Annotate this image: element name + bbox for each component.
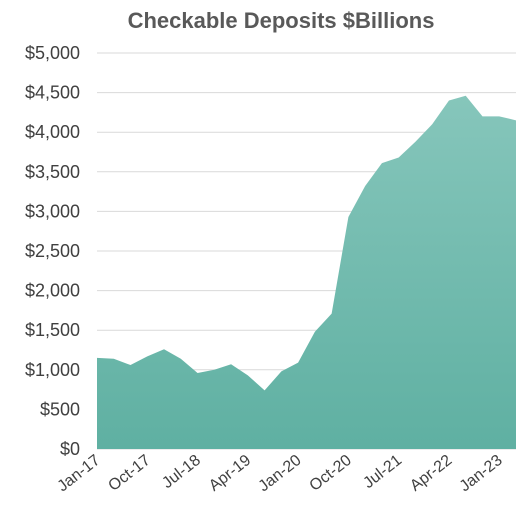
x-tick-label: Apr-22 (407, 452, 455, 495)
x-tick-label: Jul-18 (159, 452, 204, 492)
y-tick-label: $1,000 (25, 360, 80, 380)
x-tick-label: Oct-20 (307, 452, 355, 495)
y-tick-label: $4,500 (25, 83, 80, 103)
y-tick-label: $3,500 (25, 162, 80, 182)
x-tick-label: Jan-23 (457, 452, 506, 496)
chart-title: Checkable Deposits $Billions (128, 8, 435, 33)
x-axis: Jan-17 Oct-17 Jul-18 Apr-19 Jan-20 Oct-20 Jul-… (54, 452, 505, 496)
y-tick-label: $1,500 (25, 320, 80, 340)
plot-area (97, 95, 516, 450)
y-tick-label: $2,500 (25, 241, 80, 261)
x-tick-label: Apr-19 (206, 452, 254, 495)
x-tick-label: Oct-17 (105, 452, 153, 495)
x-tick-label: Jan-20 (256, 452, 305, 496)
y-tick-label: $3,000 (25, 201, 80, 221)
deposits-area (97, 95, 516, 450)
y-tick-label: $500 (40, 399, 80, 419)
y-tick-label: $0 (60, 439, 80, 459)
y-tick-label: $5,000 (25, 43, 80, 63)
x-tick-label: Jul-21 (360, 452, 405, 492)
y-tick-label: $2,000 (25, 281, 80, 301)
y-axis: $0 $500 $1,000 $1,500 $2,000 $2,500 $3,000 $3,5… (25, 43, 80, 459)
y-tick-label: $4,000 (25, 122, 80, 142)
